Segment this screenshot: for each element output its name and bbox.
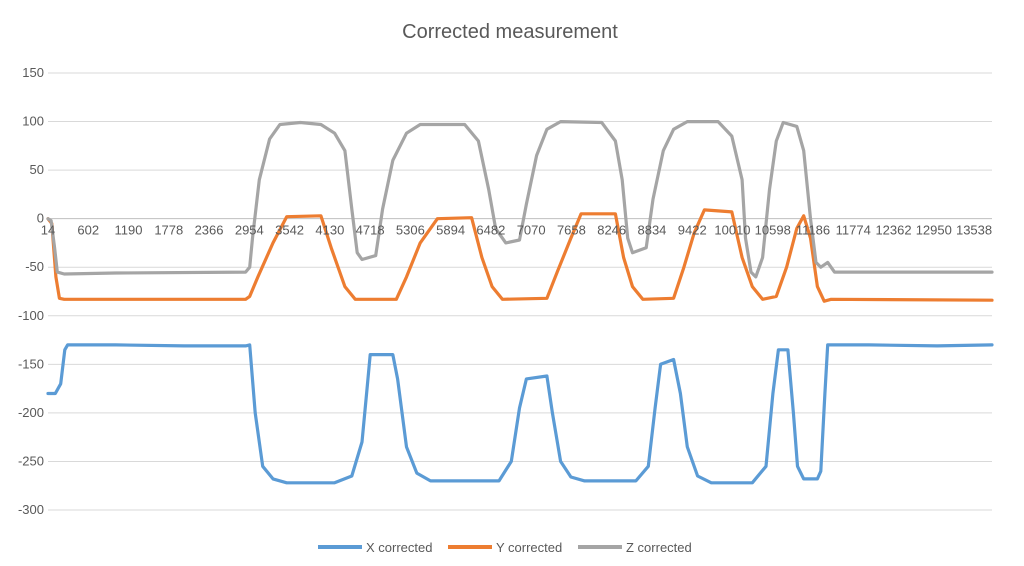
x-tick-label: 10598 (755, 223, 791, 238)
legend-label: Z corrected (626, 540, 692, 555)
legend-label: Y corrected (496, 540, 562, 555)
legend: X corrected Y corrected Z corrected (318, 540, 692, 555)
x-tick-label: 14 (41, 223, 55, 238)
y-tick-label: -200 (18, 405, 44, 420)
y-tick-label: 150 (22, 65, 44, 80)
y-tick-label: 0 (37, 211, 44, 226)
y-tick-label: -50 (25, 259, 44, 274)
x-tick-label: 7070 (517, 223, 546, 238)
x-tick-label: 3542 (275, 223, 304, 238)
grid-layer: 150 100 50 0 -50 -100 -150 -200 -250 -300 (18, 65, 992, 517)
series-line-z-corrected (46, 120, 994, 279)
series-line-y-corrected (46, 208, 994, 303)
x-tick-label: 13538 (956, 223, 992, 238)
x-tick-label: 5306 (396, 223, 425, 238)
x-tick-label: 1778 (154, 223, 183, 238)
x-tick-label: 6482 (476, 223, 505, 238)
y-tick-label: -100 (18, 308, 44, 323)
x-tick-label: 4718 (356, 223, 385, 238)
x-tick-label: 2366 (195, 223, 224, 238)
chart-title: Corrected measurement (402, 21, 618, 43)
series-line-x-corrected (46, 343, 994, 485)
x-tick-label: 10010 (714, 223, 750, 238)
series-layer (46, 120, 994, 485)
x-tick-label: 8246 (597, 223, 626, 238)
x-tick-label: 2954 (235, 223, 264, 238)
x-tick-label: 4130 (315, 223, 344, 238)
x-axis-tick-labels: 14 602 1190 1778 2366 2954 3542 4130 4718 5306 589… (41, 223, 992, 238)
x-tick-label: 5894 (436, 223, 465, 238)
x-tick-label: 12950 (916, 223, 952, 238)
y-tick-label: 100 (22, 114, 44, 129)
x-tick-label: 11186 (796, 223, 830, 238)
y-tick-label: -150 (18, 356, 44, 371)
y-tick-label: -250 (18, 453, 44, 468)
x-tick-label: 602 (77, 223, 99, 238)
legend-label: X corrected (366, 540, 432, 555)
x-tick-label: 9422 (678, 223, 707, 238)
x-tick-label: 1190 (115, 223, 143, 238)
x-tick-label: 7658 (557, 223, 586, 238)
x-tick-label: 11774 (836, 223, 871, 238)
x-tick-label: 8834 (637, 223, 666, 238)
x-tick-label: 12362 (875, 223, 911, 238)
y-tick-label: -300 (18, 502, 44, 517)
y-tick-label: 50 (30, 162, 44, 177)
